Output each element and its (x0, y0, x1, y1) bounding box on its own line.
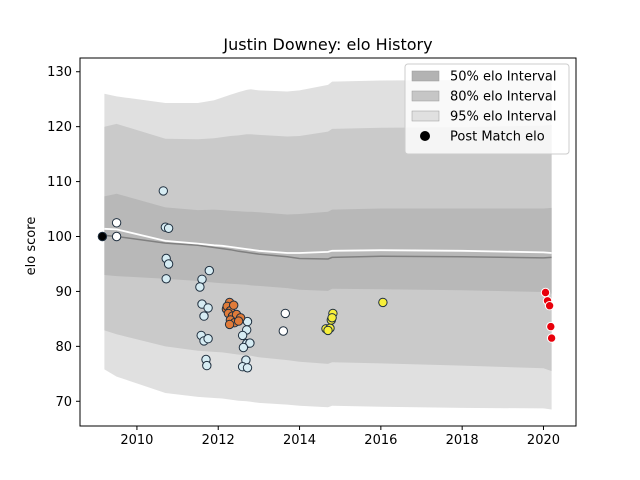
x-tick-label: 2018 (446, 433, 479, 448)
y-tick-label: 110 (47, 175, 72, 190)
legend-swatch (411, 90, 440, 102)
y-tick-label: 100 (47, 230, 72, 245)
data-point (327, 313, 337, 323)
legend-label: Post Match elo (450, 130, 545, 145)
data-point (278, 326, 288, 336)
data-point (197, 274, 207, 284)
data-point (195, 282, 205, 292)
legend-swatch (411, 110, 440, 122)
legend-swatch (411, 70, 440, 82)
legend-label: 50% elo Interval (450, 70, 557, 85)
data-point (203, 334, 213, 344)
data-point (163, 223, 174, 234)
data-point (323, 325, 333, 336)
data-point (546, 321, 556, 332)
data-point (242, 363, 253, 373)
legend-marker (420, 131, 430, 141)
x-tick-label: 2012 (202, 433, 235, 448)
x-tick-label: 2016 (364, 433, 397, 448)
chart-title: Justin Downey: elo History (222, 35, 432, 54)
plot-frame (79, 57, 577, 427)
data-point (237, 330, 248, 341)
data-point (97, 231, 108, 242)
data-point (280, 308, 290, 319)
data-point (111, 218, 122, 228)
legend-frame (404, 63, 570, 155)
legend-label: 80% elo Interval (450, 90, 557, 105)
data-point (204, 265, 215, 276)
data-point (238, 342, 249, 353)
y-tick-label: 80 (55, 340, 72, 355)
data-point (163, 259, 174, 269)
data-point (111, 231, 122, 242)
y-tick-label: 90 (55, 285, 72, 300)
data-point (544, 301, 555, 311)
data-point (202, 360, 212, 371)
legend-label: 95% elo Interval (450, 110, 557, 125)
x-tick-label: 2010 (120, 433, 153, 448)
mean-line (104, 227, 552, 254)
data-point (540, 287, 551, 298)
data-point (229, 300, 239, 310)
data-point (378, 297, 388, 308)
x-tick-label: 2014 (283, 433, 316, 448)
legend: 50% elo Interval 80% elo Interval 95% elo … (404, 63, 570, 155)
median-line (104, 234, 552, 260)
data-point (158, 186, 169, 196)
y-tick-label: 130 (47, 65, 72, 80)
y-tick-label: 70 (55, 395, 72, 410)
data-point (199, 311, 209, 321)
plot-area: 2010 2012 2014 2016 2018 2020 70 80 90 100 110 120 1… (47, 57, 577, 448)
data-point (245, 338, 255, 348)
data-point (224, 319, 235, 330)
data-point (233, 316, 244, 326)
band-50 (104, 193, 552, 294)
x-tick-label: 2020 (527, 433, 560, 448)
y-axis-label: elo score (24, 217, 39, 276)
data-point (161, 274, 171, 284)
data-point (203, 303, 213, 313)
data-point (546, 333, 557, 343)
y-tick-label: 120 (47, 120, 72, 135)
